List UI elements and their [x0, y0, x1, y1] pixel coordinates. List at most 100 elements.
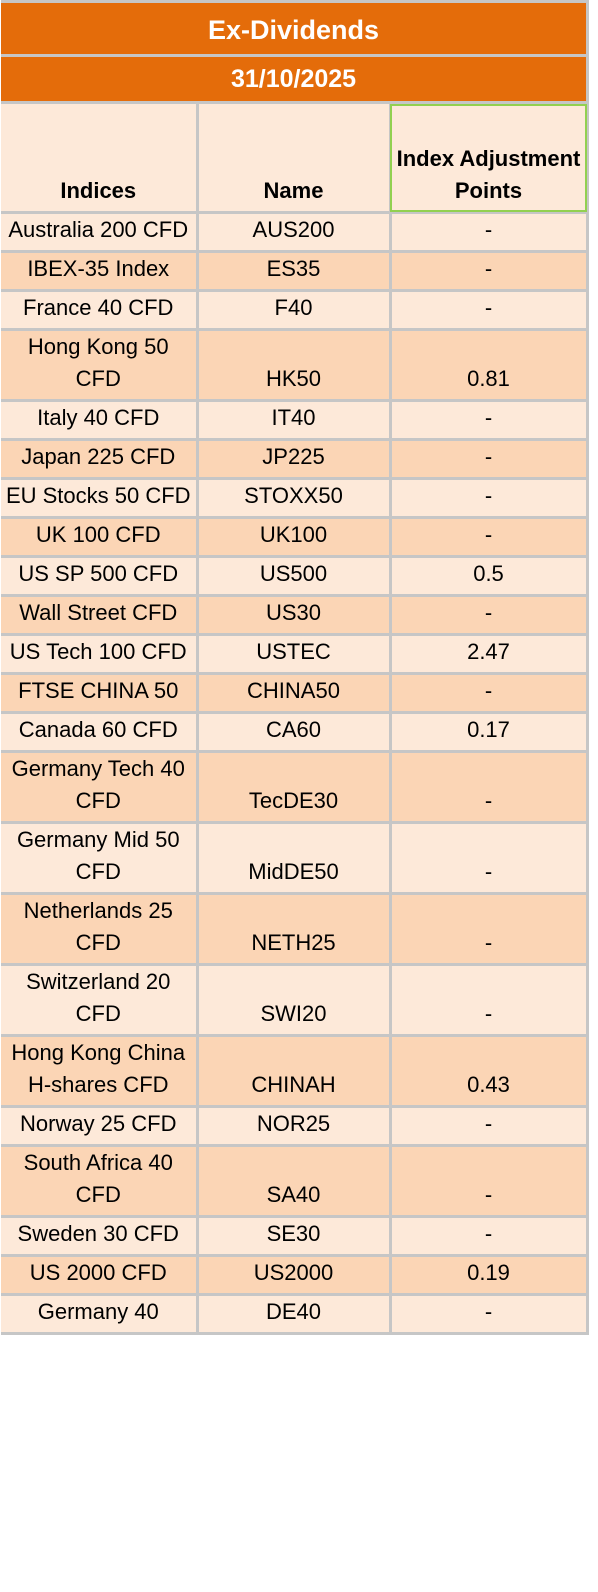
cell-index: US SP 500 CFD: [1, 556, 199, 597]
table-row: South Africa 40 CFD SA40-: [1, 1145, 589, 1218]
cell-index: Germany Tech 40 CFD: [1, 751, 199, 824]
table-row: FTSE CHINA 50 CHINA50-: [1, 673, 589, 714]
cell-index: Sweden 30 CFD: [1, 1216, 199, 1257]
table-row: IBEX-35 Index ES35-: [1, 251, 589, 292]
dividends-grid: Indices Name Index Adjustment Points Aus…: [1, 104, 589, 1335]
cell-index: US Tech 100 CFD: [1, 634, 199, 675]
cell-name: USTEC: [197, 634, 392, 675]
header-indices: Indices: [1, 104, 199, 214]
header-adjustment-points: Index Adjustment Points: [390, 104, 589, 214]
cell-index: Wall Street CFD: [1, 595, 199, 636]
cell-index: Japan 225 CFD: [1, 439, 199, 480]
table-row: Hong Kong 50 CFD HK50 0.81: [1, 329, 589, 402]
cell-index: Switzerland 20 CFD: [1, 964, 199, 1037]
table-row: Italy 40 CFD IT40-: [1, 400, 589, 441]
cell-index: Australia 200 CFD: [1, 212, 199, 253]
table-row: UK 100 CFD UK100-: [1, 517, 589, 558]
cell-name: CA60: [197, 712, 392, 753]
table-row: EU Stocks 50 CFD STOXX50-: [1, 478, 589, 519]
cell-index: FTSE CHINA 50: [1, 673, 199, 714]
table-body: Australia 200 CFD AUS200- IBEX-35 Index ES3…: [1, 212, 589, 1335]
cell-index: Norway 25 CFD: [1, 1106, 199, 1147]
cell-name: NETH25: [197, 893, 392, 966]
cell-points: -: [390, 290, 589, 331]
cell-points: 0.17: [390, 712, 589, 753]
cell-name: UK100: [197, 517, 392, 558]
cell-name: SWI20: [197, 964, 392, 1037]
cell-name: CHINAH: [197, 1035, 392, 1108]
cell-points: -: [390, 478, 589, 519]
cell-points: -: [390, 751, 589, 824]
cell-name: SE30: [197, 1216, 392, 1257]
cell-name: IT40: [197, 400, 392, 441]
cell-name: CHINA50: [197, 673, 392, 714]
cell-index: Italy 40 CFD: [1, 400, 199, 441]
table-row: Germany 40 DE40-: [1, 1294, 589, 1335]
cell-name: ES35: [197, 251, 392, 292]
cell-name: MidDE50: [197, 822, 392, 895]
cell-name: DE40: [197, 1294, 392, 1335]
table-row: France 40 CFD F40-: [1, 290, 589, 331]
cell-index: France 40 CFD: [1, 290, 199, 331]
cell-index: Germany 40: [1, 1294, 199, 1335]
table-row: US SP 500 CFD US500 0.5: [1, 556, 589, 597]
cell-name: NOR25: [197, 1106, 392, 1147]
table-row: Germany Tech 40 CFD TecDE30-: [1, 751, 589, 824]
cell-index: Hong Kong 50 CFD: [1, 329, 199, 402]
table-row: Sweden 30 CFD SE30-: [1, 1216, 589, 1257]
cell-index: UK 100 CFD: [1, 517, 199, 558]
cell-index: Germany Mid 50 CFD: [1, 822, 199, 895]
header-row: Indices Name Index Adjustment Points: [1, 104, 589, 214]
cell-points: 0.5: [390, 556, 589, 597]
cell-index: Netherlands 25 CFD: [1, 893, 199, 966]
cell-index: IBEX-35 Index: [1, 251, 199, 292]
cell-name: SA40: [197, 1145, 392, 1218]
cell-points: 0.43: [390, 1035, 589, 1108]
cell-index: Canada 60 CFD: [1, 712, 199, 753]
cell-index: US 2000 CFD: [1, 1255, 199, 1296]
cell-points: -: [390, 822, 589, 895]
cell-points: 0.19: [390, 1255, 589, 1296]
cell-points: -: [390, 1145, 589, 1218]
table-row: Australia 200 CFD AUS200-: [1, 212, 589, 253]
cell-points: -: [390, 1216, 589, 1257]
cell-index: South Africa 40 CFD: [1, 1145, 199, 1218]
cell-name: US500: [197, 556, 392, 597]
cell-name: AUS200: [197, 212, 392, 253]
cell-points: -: [390, 1294, 589, 1335]
cell-points: -: [390, 517, 589, 558]
header-name: Name: [197, 104, 392, 214]
cell-points: -: [390, 964, 589, 1037]
cell-points: -: [390, 439, 589, 480]
cell-name: TecDE30: [197, 751, 392, 824]
table-date: 31/10/2025: [1, 57, 589, 104]
table-row: Hong Kong China H-shares CFD CHINAH 0.43: [1, 1035, 589, 1108]
table-row: US 2000 CFD US2000 0.19: [1, 1255, 589, 1296]
table-row: Germany Mid 50 CFD MidDE50-: [1, 822, 589, 895]
table-row: Switzerland 20 CFD SWI20-: [1, 964, 589, 1037]
cell-name: STOXX50: [197, 478, 392, 519]
table-row: Norway 25 CFD NOR25-: [1, 1106, 589, 1147]
table-row: Canada 60 CFD CA60 0.17: [1, 712, 589, 753]
cell-points: -: [390, 212, 589, 253]
cell-points: 0.81: [390, 329, 589, 402]
cell-points: -: [390, 893, 589, 966]
cell-points: -: [390, 400, 589, 441]
table-title: Ex-Dividends: [1, 0, 589, 57]
cell-points: -: [390, 595, 589, 636]
cell-points: -: [390, 673, 589, 714]
cell-index: Hong Kong China H-shares CFD: [1, 1035, 199, 1108]
table-row: Japan 225 CFD JP225-: [1, 439, 589, 480]
cell-name: US2000: [197, 1255, 392, 1296]
table-row: Netherlands 25 CFD NETH25-: [1, 893, 589, 966]
cell-points: -: [390, 1106, 589, 1147]
cell-name: HK50: [197, 329, 392, 402]
table-row: US Tech 100 CFD USTEC 2.47: [1, 634, 589, 675]
cell-points: 2.47: [390, 634, 589, 675]
cell-name: F40: [197, 290, 392, 331]
cell-points: -: [390, 251, 589, 292]
table-row: Wall Street CFD US30-: [1, 595, 589, 636]
cell-name: JP225: [197, 439, 392, 480]
ex-dividends-table: Ex-Dividends 31/10/2025 Indices Name Ind…: [1, 0, 589, 1335]
cell-name: US30: [197, 595, 392, 636]
